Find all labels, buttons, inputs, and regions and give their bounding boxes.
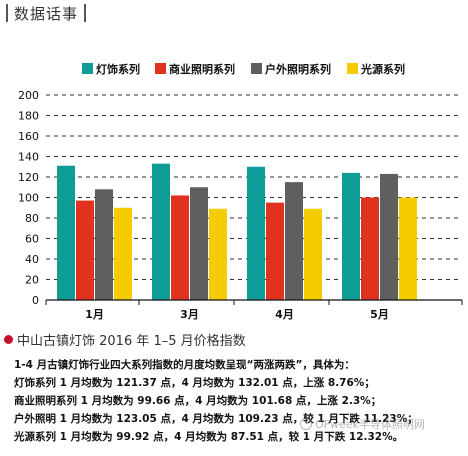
bar — [266, 202, 284, 300]
y-tick-label: 100 — [18, 192, 39, 205]
legend-swatch — [347, 63, 358, 74]
y-tick-label: 140 — [18, 151, 39, 164]
caption-dot-icon — [4, 335, 13, 344]
note-line: 1-4 月古镇灯饰行业四大系列指数的月度均数呈现“两涨两跌”，具体为： — [14, 359, 355, 371]
section-title: 数据话事 — [14, 4, 79, 23]
bar — [399, 197, 417, 300]
watermark-logo-icon — [300, 418, 312, 430]
bar — [57, 165, 75, 300]
header-right-bar — [84, 4, 87, 22]
bar — [95, 189, 113, 300]
caption-text: 中山古镇灯饰 2016 年 1–5 月价格指数 — [17, 334, 246, 349]
section-header: 数据话事 — [6, 2, 87, 24]
legend-label: 灯饰系列 — [96, 62, 140, 76]
y-tick-label: 120 — [18, 171, 39, 184]
y-tick-label: 20 — [25, 274, 39, 287]
bar — [361, 197, 379, 300]
x-tick-label: 3月 — [180, 308, 199, 321]
y-tick-label: 200 — [18, 89, 39, 102]
y-tick-label: 40 — [25, 253, 39, 266]
bar — [190, 187, 208, 300]
legend-swatch — [251, 63, 262, 74]
bar — [152, 163, 170, 300]
x-tick-label: 5月 — [370, 308, 389, 321]
legend-label: 户外照明系列 — [265, 62, 331, 76]
bar-chart: 灯饰系列 商业照明系列 户外照明系列 光源系列 0 20 40 60 80 100 120 140 16… — [18, 62, 463, 321]
y-tick-label: 160 — [18, 130, 39, 143]
legend-label: 商业照明系列 — [169, 62, 235, 76]
note-line: 光源系列 1 月均数为 99.92 点，4 月均数为 87.51 点，较 1 月… — [14, 431, 404, 443]
header-left-bar — [6, 4, 8, 22]
x-tick-label: 4月 — [275, 308, 294, 321]
bar — [380, 173, 398, 300]
legend-swatch — [155, 63, 166, 74]
legend-label: 光源系列 — [360, 62, 405, 76]
legend-swatch — [82, 63, 93, 74]
y-tick-label: 80 — [25, 212, 39, 225]
note-line: 商业照明系列 1 月均数为 99.66 点，4 月均数为 101.68 点，上涨… — [14, 395, 382, 407]
y-tick-label: 0 — [32, 294, 39, 307]
y-tick-label: 60 — [25, 233, 39, 246]
bar — [209, 208, 227, 300]
chart-caption: 中山古镇灯饰 2016 年 1–5 月价格指数 — [4, 330, 246, 349]
note-line: 户外照明 1 月均数为 123.05 点，4 月均数为 109.23 点，较 1… — [14, 413, 418, 425]
bar — [285, 182, 303, 300]
bar — [304, 208, 322, 300]
bar — [342, 172, 360, 300]
notes: 1-4 月古镇灯饰行业四大系列指数的月度均数呈现“两涨两跌”，具体为： 灯饰系列… — [14, 356, 464, 446]
x-tick-label: 1月 — [85, 308, 104, 321]
bar — [171, 195, 189, 300]
y-tick-label: 180 — [18, 110, 39, 123]
note-line: 灯饰系列 1 月均数为 121.37 点，4 月均数为 132.01 点，上涨 … — [14, 377, 375, 389]
watermark: OFweek半导体照明网 — [300, 416, 425, 432]
watermark-text: OFweek半导体照明网 — [315, 418, 425, 431]
bar — [76, 200, 94, 300]
bar — [114, 207, 132, 300]
bar — [247, 166, 265, 300]
